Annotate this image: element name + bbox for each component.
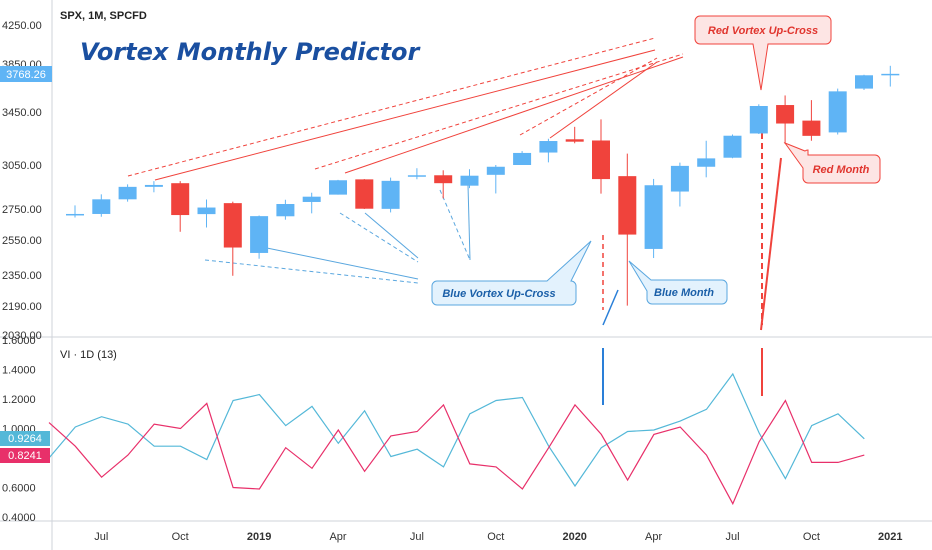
candle-body	[197, 207, 216, 215]
vi-minus-badge: 0.8241	[0, 448, 50, 463]
blue-trend-lines	[204, 184, 471, 284]
candle-body	[802, 120, 821, 136]
vi-minus-badge-text: 0.8241	[8, 450, 42, 462]
vi-tick-label: 0.4000	[2, 512, 36, 524]
vi-line-plus	[48, 372, 865, 488]
price-badge: 3768.26	[0, 66, 52, 82]
candlestick-series	[66, 65, 900, 306]
candle-body	[486, 166, 505, 175]
time-tick-label: Apr	[645, 531, 662, 543]
time-tick-label: Oct	[172, 531, 189, 543]
blue-vortex-callout[interactable]: Blue Vortex Up-Cross	[431, 240, 592, 306]
red-month-label: Red Month	[813, 164, 870, 176]
red-trend-lines	[127, 37, 684, 181]
candle-body	[223, 203, 242, 248]
candle-body	[592, 140, 610, 180]
price-tick-label: 2550.00	[2, 235, 42, 247]
time-tick-label: Jul	[410, 531, 424, 543]
candle-body	[776, 105, 795, 124]
candle-body	[460, 175, 479, 186]
candle-body	[513, 152, 532, 165]
candle-body	[697, 158, 716, 167]
candle-body	[565, 139, 584, 142]
candle-body	[329, 180, 347, 195]
price-tick-label: 3450.00	[2, 107, 42, 119]
candle-body	[670, 165, 689, 192]
price-tick-label: 3050.00	[2, 160, 42, 172]
time-tick-label: Oct	[803, 531, 820, 543]
time-tick-label: Jul	[94, 531, 108, 543]
candle-body	[434, 175, 453, 184]
time-tick-label: 2020	[562, 531, 586, 543]
candle-body	[618, 176, 637, 235]
candle-body	[881, 73, 900, 76]
vi-plus-badge: 0.9264	[0, 431, 50, 446]
chart-title: Vortex Monthly Predictor	[80, 38, 422, 66]
time-axis-ticks: Jul Oct 2019 Apr Jul Oct 2020 Apr Jul Oct 2021	[94, 531, 902, 543]
indicator-label: VI · 1D (13)	[60, 349, 117, 361]
price-tick-label: 2030.00	[2, 330, 42, 342]
candle-body	[302, 196, 321, 202]
vi-plus-badge-text: 0.9264	[8, 433, 42, 445]
price-tick-label: 2190.00	[2, 301, 42, 313]
price-badge-text: 3768.26	[6, 69, 46, 81]
candle-body	[118, 186, 137, 200]
vi-tick-label: 1.6000	[2, 335, 36, 347]
candle-body	[250, 216, 269, 253]
time-tick-label: 2021	[878, 531, 902, 543]
signal-vertical-lines	[602, 123, 782, 405]
vi-tick-label: 1.4000	[2, 365, 36, 377]
vi-axis-ticks: 1.60001.40001.20001.00000.80000.60000.40…	[2, 335, 36, 524]
blue-month-label: Blue Month	[654, 287, 714, 299]
price-tick-label: 2750.00	[2, 204, 42, 216]
symbol-label: SPX, 1M, SPCFD	[60, 10, 147, 22]
candle-body	[828, 91, 847, 133]
time-tick-label: 2019	[247, 531, 271, 543]
red-vortex-label: Red Vortex Up-Cross	[708, 25, 818, 37]
candle-body	[539, 141, 558, 153]
red-vortex-callout[interactable]: Red Vortex Up-Cross	[694, 15, 832, 91]
candle-body	[276, 204, 295, 217]
candle-body	[723, 135, 742, 158]
vi-series	[48, 372, 865, 506]
candle-body	[144, 184, 163, 187]
time-tick-label: Apr	[329, 531, 346, 543]
vi-tick-label: 0.6000	[2, 483, 36, 495]
price-tick-label: 4250.00	[2, 20, 42, 32]
price-tick-label: 2350.00	[2, 270, 42, 282]
candle-body	[855, 75, 873, 89]
blue-vortex-label: Blue Vortex Up-Cross	[442, 288, 555, 300]
red-month-callout[interactable]: Red Month	[783, 141, 881, 184]
candle-body	[407, 175, 426, 177]
candle-body	[66, 213, 84, 216]
candle-body	[381, 180, 400, 209]
candle-body	[749, 106, 768, 134]
time-tick-label: Oct	[487, 531, 504, 543]
price-axis-ticks: 4250.003850.003450.003050.002750.002550.…	[2, 20, 42, 342]
blue-month-callout[interactable]: Blue Month	[628, 260, 728, 305]
candle-body	[644, 185, 663, 249]
vi-line-minus	[48, 399, 865, 506]
candle-body	[92, 199, 111, 214]
candle-body	[355, 179, 374, 209]
time-tick-label: Jul	[725, 531, 739, 543]
candle-body	[171, 183, 190, 216]
vi-tick-label: 1.2000	[2, 394, 36, 406]
